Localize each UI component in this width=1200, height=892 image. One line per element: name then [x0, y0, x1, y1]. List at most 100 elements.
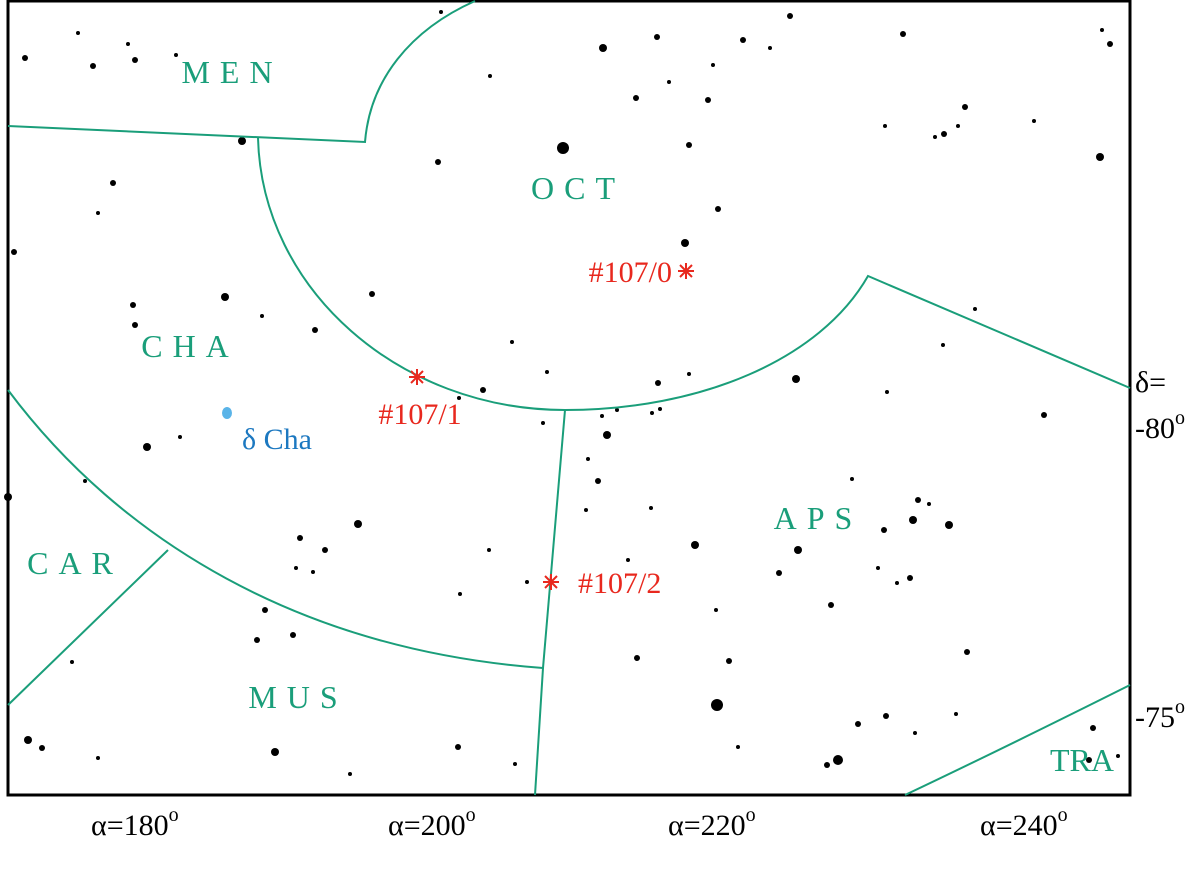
star: [691, 541, 699, 549]
star: [311, 570, 315, 574]
star: [715, 206, 721, 212]
star: [132, 322, 138, 328]
star: [615, 408, 619, 412]
star: [633, 95, 639, 101]
star: [654, 34, 660, 40]
dec-sup: o: [1175, 696, 1185, 718]
star: [603, 431, 611, 439]
star-label: δ Cha: [242, 423, 312, 456]
ra-label: α=200o: [388, 804, 476, 842]
star: [178, 435, 182, 439]
star: [964, 649, 970, 655]
star: [595, 478, 601, 484]
star: [557, 142, 569, 154]
star: [667, 80, 671, 84]
star: [599, 44, 607, 52]
star: [312, 327, 318, 333]
star: [913, 731, 917, 735]
constellation-label: TRA: [1050, 742, 1114, 778]
ra-text: α=240: [980, 809, 1058, 842]
constellation-label: APS: [774, 500, 863, 536]
star: [736, 745, 740, 749]
star: [513, 762, 517, 766]
star: [96, 211, 100, 215]
star: [787, 13, 793, 19]
star: [1090, 725, 1096, 731]
star: [726, 658, 732, 664]
star: [927, 502, 931, 506]
star: [824, 762, 830, 768]
star: [945, 521, 953, 529]
dec-title: δ=: [1135, 366, 1166, 399]
star: [11, 249, 17, 255]
boundary: [7, 549, 169, 706]
ra-label: α=220o: [668, 804, 756, 842]
star: [794, 546, 802, 554]
marker-label: #107/0: [589, 256, 672, 289]
star: [956, 124, 960, 128]
star: [4, 493, 12, 501]
constellation-label: CHA: [141, 328, 239, 364]
star: [954, 712, 958, 716]
boundary: [7, 389, 544, 669]
star: [260, 314, 264, 318]
star: [24, 736, 32, 744]
star: [833, 755, 843, 765]
star: [907, 575, 913, 581]
star: [658, 407, 662, 411]
highlight-star: [222, 407, 232, 419]
constellation-label: MUS: [248, 679, 347, 715]
marker: [543, 574, 559, 590]
marker: [678, 263, 694, 279]
star: [626, 558, 630, 562]
star: [586, 457, 590, 461]
marker: [409, 369, 425, 385]
star: [143, 443, 151, 451]
star: [130, 302, 136, 308]
star: [885, 390, 889, 394]
star: [297, 535, 303, 541]
star: [714, 608, 718, 612]
star: [545, 370, 549, 374]
star: [850, 477, 854, 481]
ra-sup: o: [746, 804, 756, 826]
ra-text: α=180: [91, 809, 169, 842]
dec-label: -75o: [1135, 696, 1185, 734]
star: [439, 10, 443, 14]
star: [322, 547, 328, 553]
star: [881, 527, 887, 533]
star: [271, 748, 279, 756]
star: [711, 699, 723, 711]
star: [348, 772, 352, 776]
dec-label: -80o: [1135, 407, 1185, 445]
star: [457, 396, 461, 400]
marker-label: #107/1: [378, 398, 461, 431]
star: [828, 602, 834, 608]
star: [22, 55, 28, 61]
star: [933, 135, 937, 139]
star: [126, 42, 130, 46]
star: [883, 713, 889, 719]
dec-text: -80: [1135, 412, 1175, 445]
star: [1116, 754, 1120, 758]
star: [600, 414, 604, 418]
star: [895, 581, 899, 585]
star: [480, 387, 486, 393]
star: [649, 506, 653, 510]
constellation-label: MEN: [181, 54, 282, 90]
star: [681, 239, 689, 247]
constellation-label: OCT: [531, 170, 625, 206]
star: [369, 291, 375, 297]
star: [650, 411, 654, 415]
star: [687, 372, 691, 376]
star: [909, 516, 917, 524]
star: [883, 124, 887, 128]
star: [435, 159, 441, 165]
star: [1032, 119, 1036, 123]
star: [1086, 757, 1092, 763]
star: [541, 421, 545, 425]
map-frame: [6, 0, 1132, 797]
star: [294, 566, 298, 570]
star: [792, 375, 800, 383]
star: [776, 570, 782, 576]
